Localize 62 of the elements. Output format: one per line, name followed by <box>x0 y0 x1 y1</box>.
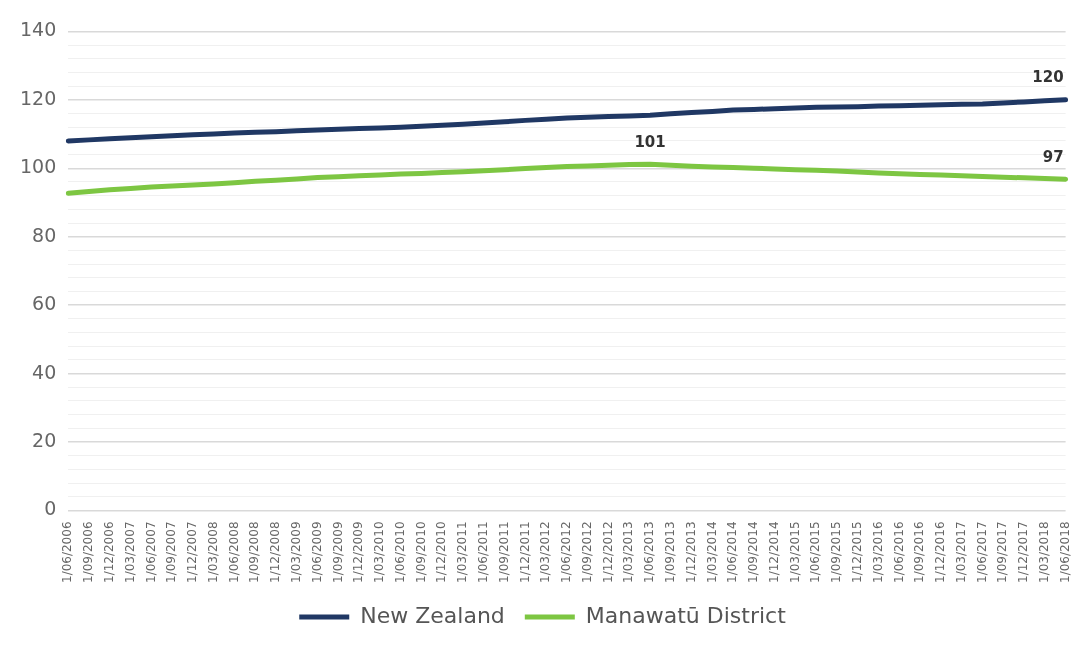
x-tick-label: 1/03/2012 <box>538 521 553 583</box>
y-tick-label: 120 <box>20 86 57 109</box>
x-tick-label: 1/03/2014 <box>704 521 719 583</box>
x-tick-label: 1/09/2011 <box>496 521 511 583</box>
x-tick-label: 1/12/2006 <box>101 521 116 583</box>
x-tick-label: 1/03/2018 <box>1036 521 1051 583</box>
x-tick-label: 1/12/2015 <box>849 521 864 583</box>
x-tick-label: 1/06/2015 <box>808 521 823 583</box>
x-tick-label: 1/09/2016 <box>912 521 927 583</box>
x-tick-label: 1/06/2016 <box>891 521 906 583</box>
x-tick-label: 1/12/2016 <box>933 521 948 583</box>
y-tick-label: 60 <box>32 292 57 315</box>
x-tick-label: 1/09/2007 <box>164 521 179 583</box>
x-tick-label: 1/12/2017 <box>1016 521 1031 583</box>
x-tick-label: 1/09/2017 <box>995 521 1010 583</box>
x-tick-label: 1/12/2008 <box>268 521 283 583</box>
x-tick-label: 1/09/2006 <box>81 521 96 583</box>
x-tick-label: 1/06/2011 <box>475 521 490 583</box>
x-tick-label: 1/09/2008 <box>247 521 262 583</box>
x-tick-label: 1/12/2009 <box>351 521 366 583</box>
data-label: 97 <box>1042 147 1064 166</box>
x-tick-label: 1/03/2015 <box>787 521 802 583</box>
x-tick-label: 1/09/2014 <box>746 521 761 583</box>
x-tick-label: 1/06/2008 <box>226 521 241 583</box>
x-tick-label: 1/06/2007 <box>143 521 158 583</box>
x-tick-label: 1/03/2013 <box>621 521 636 583</box>
x-tick-label: 1/12/2012 <box>600 521 615 583</box>
x-tick-label: 1/09/2009 <box>330 521 345 583</box>
x-tick-label: 1/06/2010 <box>392 521 407 583</box>
x-tick-label: 1/03/2016 <box>870 521 885 583</box>
x-tick-label: 1/03/2008 <box>205 521 220 583</box>
x-tick-label: 1/12/2011 <box>517 521 532 583</box>
x-tick-label: 1/06/2018 <box>1057 521 1072 583</box>
x-tick-label: 1/06/2012 <box>559 521 574 583</box>
x-tick-label: 1/12/2014 <box>766 521 781 583</box>
legend-label: New Zealand <box>360 602 505 628</box>
x-tick-label: 1/03/2017 <box>953 521 968 583</box>
x-tick-label: 1/12/2013 <box>683 521 698 583</box>
x-tick-label: 1/06/2013 <box>642 521 657 583</box>
x-tick-label: 1/06/2017 <box>974 521 989 583</box>
x-tick-label: 1/06/2009 <box>309 521 324 583</box>
legend-label: Manawatū District <box>585 602 787 628</box>
x-tick-label: 1/09/2013 <box>662 521 677 583</box>
x-tick-label: 1/09/2010 <box>413 521 428 583</box>
y-tick-label: 20 <box>32 428 57 451</box>
y-tick-label: 80 <box>32 223 57 246</box>
y-tick-label: 40 <box>32 360 57 383</box>
x-tick-label: 1/12/2010 <box>434 521 449 583</box>
data-label: 120 <box>1032 68 1064 87</box>
x-tick-label: 1/09/2012 <box>579 521 594 583</box>
y-tick-label: 100 <box>20 155 57 178</box>
x-tick-label: 1/12/2007 <box>185 521 200 583</box>
x-tick-label: 1/09/2015 <box>829 521 844 583</box>
y-tick-label: 140 <box>20 18 57 41</box>
x-tick-label: 1/06/2006 <box>60 521 75 583</box>
x-tick-label: 1/03/2009 <box>288 521 303 583</box>
data-label: 101 <box>634 132 666 151</box>
x-tick-label: 1/06/2014 <box>725 521 740 583</box>
x-tick-label: 1/03/2010 <box>372 521 387 583</box>
x-tick-label: 1/03/2007 <box>122 521 137 583</box>
y-tick-label: 0 <box>44 497 57 520</box>
x-tick-label: 1/03/2011 <box>455 521 470 583</box>
